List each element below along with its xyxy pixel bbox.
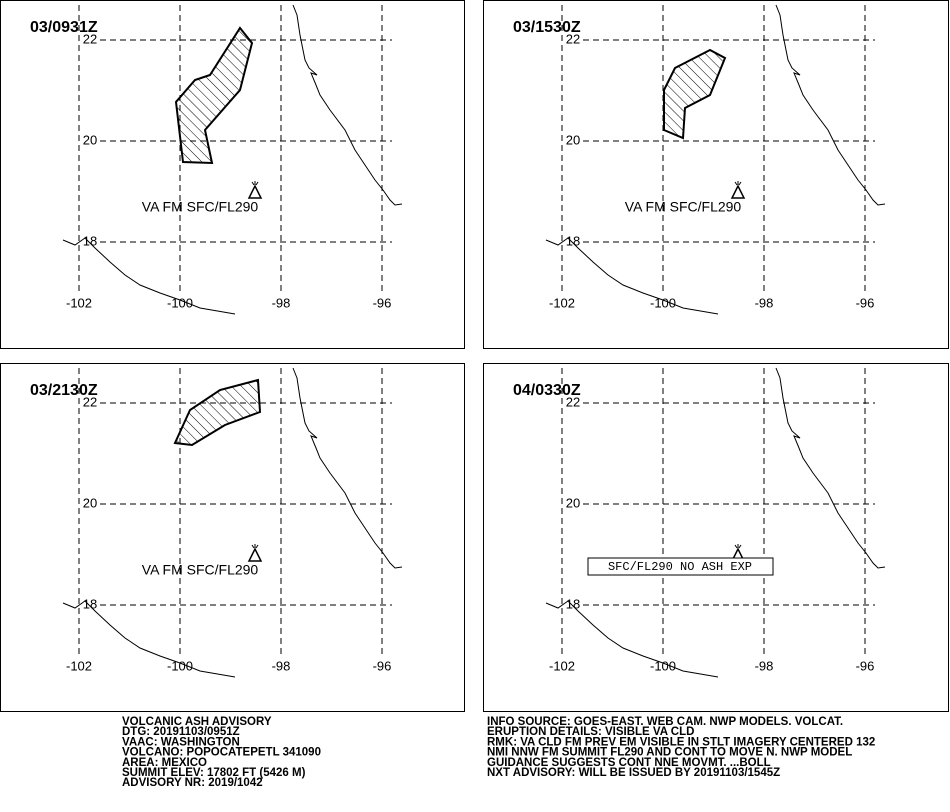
lat-label: 18: [83, 596, 97, 611]
panel-border: [0, 0, 465, 349]
lon-label: -100: [167, 658, 193, 673]
annotation-box: [587, 557, 774, 576]
footer-line: INFO SOURCE: GOES-EAST. WEB CAM. NWP MOD…: [487, 716, 843, 728]
lon-label: -96: [373, 658, 392, 673]
volcano-symbol: [248, 180, 262, 199]
annotation: VA FM SFC/FL290: [625, 199, 742, 215]
lon-label: -102: [66, 658, 92, 673]
footer-line: RMK: VA CLD FM PREV EM VISIBLE IN STLT I…: [487, 736, 875, 748]
lon-label: -102: [66, 295, 92, 310]
lat-label: 22: [566, 31, 580, 46]
map-panel: 22 20 18 -102 -100 -98 -96 SFC/FL290 NO ASH EXP…: [483, 363, 949, 712]
lon-label: -96: [856, 658, 875, 673]
lat-label: 18: [83, 233, 97, 248]
panel-border: [483, 363, 949, 712]
footer-line: GUIDANCE SUGGESTS CONT NNE MOVMT. ...BOL…: [487, 757, 771, 769]
footer-line: DTG: 20191103/0951Z: [122, 726, 240, 738]
lon-label: -100: [650, 295, 676, 310]
map-panel: 22 20 18 -102 -100 -98 -96 VA FM SFC/FL290 03/21…: [0, 363, 465, 712]
lon-label: -100: [167, 295, 193, 310]
lon-label: -96: [856, 295, 875, 310]
lat-label: 20: [83, 495, 97, 510]
footer-line: SUMMIT ELEV: 17802 FT (5426 M): [122, 767, 306, 779]
panel-title: 03/2130Z: [30, 382, 98, 399]
panel-title: 04/0330Z: [513, 382, 581, 399]
volcano-symbol: [731, 180, 745, 199]
footer-line: AREA: MEXICO: [122, 757, 207, 769]
lon-label: -98: [272, 295, 291, 310]
lon-label: -102: [549, 295, 575, 310]
lon-label: -96: [373, 295, 392, 310]
footer-line: NMI NNW FM SUMMIT FL290 AND CONT TO MOVE…: [487, 747, 852, 759]
annotation: VA FM SFC/FL290: [142, 199, 259, 215]
map-panel: 22 20 18 -102 -100 -98 -96 VA FM SFC/FL290 03/09…: [0, 0, 465, 349]
lat-label: 18: [566, 233, 580, 248]
coastline: [545, 367, 886, 678]
lon-label: -100: [650, 658, 676, 673]
coastline: [545, 4, 886, 315]
ash-cloud: [174, 26, 254, 165]
footer-line: ADVISORY NR: 2019/1042: [122, 777, 263, 789]
panel-title: 03/1530Z: [513, 19, 581, 36]
lat-label: 22: [83, 31, 97, 46]
footer-line: VOLCANIC ASH ADVISORY: [122, 716, 272, 728]
footer-line: ERUPTION DETAILS: VISIBLE VA CLD: [487, 726, 694, 738]
ash-cloud: [173, 378, 262, 447]
lat-label: 22: [83, 394, 97, 409]
lon-label: -102: [549, 658, 575, 673]
volcano-symbol: [248, 543, 262, 562]
lat-label: 22: [566, 394, 580, 409]
panel-border: [0, 363, 465, 712]
footer-line: VOLCANO: POPOCATEPETL 341090: [122, 747, 321, 759]
panel-border: [483, 0, 949, 349]
lat-label: 20: [566, 132, 580, 147]
footer-line: VAAC: WASHINGTON: [122, 736, 240, 748]
lat-label: 18: [566, 596, 580, 611]
footer-line: NXT ADVISORY: WILL BE ISSUED BY 20191103…: [487, 767, 780, 779]
annotation: SFC/FL290 NO ASH EXP: [608, 560, 752, 574]
panel-title: 03/0931Z: [30, 19, 98, 36]
ash-cloud: [663, 48, 727, 140]
lat-label: 20: [566, 495, 580, 510]
lon-label: -98: [755, 295, 774, 310]
annotation: VA FM SFC/FL290: [142, 562, 259, 578]
lon-label: -98: [272, 658, 291, 673]
map-panel: 22 20 18 -102 -100 -98 -96 VA FM SFC/FL290 03/15…: [483, 0, 949, 349]
lon-label: -98: [755, 658, 774, 673]
lat-label: 20: [83, 132, 97, 147]
